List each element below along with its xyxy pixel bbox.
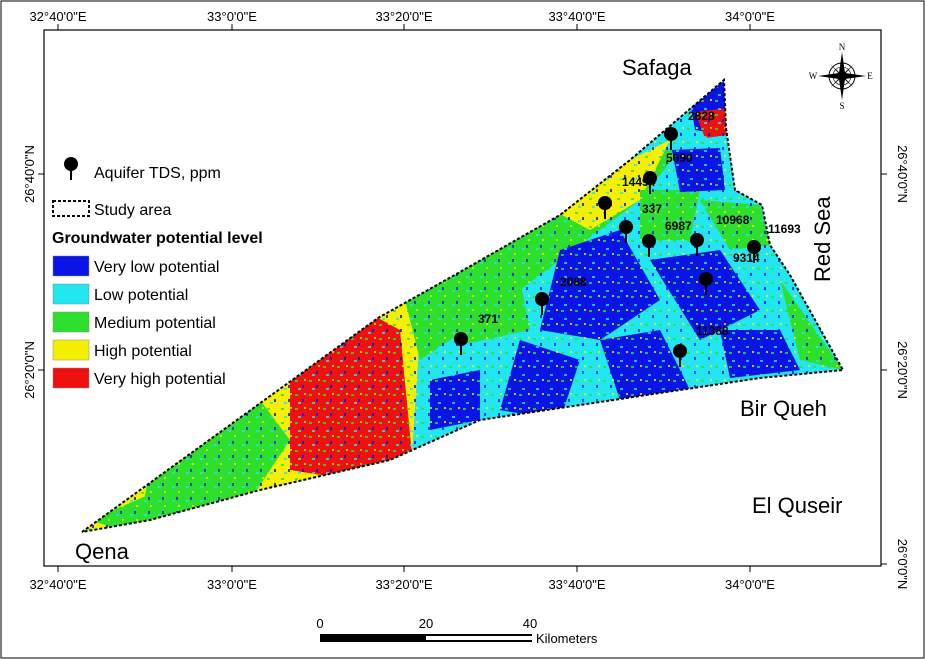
place-safaga: Safaga	[622, 55, 692, 80]
tds-label: 5690	[666, 151, 693, 165]
bottom-tick-label: 33°40'0"E	[548, 577, 605, 592]
place-el-quseir: El Quseir	[752, 493, 842, 518]
pin-icon	[642, 234, 656, 257]
pin-icon	[699, 272, 713, 295]
tds-label: 371	[478, 312, 498, 326]
scale-label-40: 40	[523, 616, 537, 631]
pin-icon	[598, 196, 612, 219]
pin-icon	[643, 171, 657, 194]
top-tick-label: 33°0'0"E	[207, 9, 257, 24]
compass-n: N	[839, 42, 846, 52]
legend-class-label: Low potential	[94, 287, 188, 304]
legend-swatch	[52, 311, 90, 333]
scale-unit: Kilometers	[536, 631, 598, 646]
scale-label-0: 0	[316, 616, 323, 631]
compass-w: W	[809, 71, 818, 81]
compass-e: E	[867, 71, 873, 81]
tds-label: 14494	[622, 175, 656, 189]
bottom-tick-label: 34°0'0"E	[725, 577, 775, 592]
tds-label: 11693	[768, 222, 801, 236]
pin-icon	[673, 344, 687, 367]
legend-swatch	[52, 283, 90, 305]
pin-icon	[747, 240, 761, 263]
right-tick-label: 26°0'0"N	[895, 539, 910, 590]
top-tick-label: 33°40'0"E	[548, 9, 605, 24]
study-area-swatch	[52, 200, 90, 217]
top-tick-label: 32°40'0"E	[29, 9, 86, 24]
legend-title: Groundwater potential level	[52, 230, 263, 247]
tds-label: 9314	[733, 251, 760, 265]
pin-icon	[535, 292, 549, 315]
legend-class-label: Very high potential	[94, 371, 226, 388]
tds-label: 11388	[696, 324, 729, 338]
legend-class-label: Medium potential	[94, 315, 216, 332]
legend-swatch	[52, 339, 90, 361]
legend-class-label: High potential	[94, 343, 192, 360]
pin-icon	[64, 157, 78, 180]
pin-icon	[619, 220, 633, 243]
aquifer-pins	[454, 127, 761, 367]
pin-icon	[664, 127, 678, 150]
tds-label: 10968	[716, 213, 750, 227]
legend-swatch	[52, 367, 90, 389]
tds-label: 2828	[688, 109, 715, 123]
left-tick-label: 26°40'0"N	[22, 145, 37, 203]
pin-icon	[454, 332, 468, 355]
legend: Aquifer TDS, ppm Study area Groundwater …	[52, 157, 263, 389]
top-tick-label: 33°20'0"E	[375, 9, 432, 24]
tds-label: 6987	[665, 219, 692, 233]
left-tick-label: 26°20'0"N	[22, 341, 37, 399]
tds-label: 2088	[560, 275, 587, 289]
legend-swatch	[52, 255, 90, 277]
place-qena: Qena	[75, 539, 130, 564]
bottom-tick-label: 33°20'0"E	[375, 577, 432, 592]
scale-label-20: 20	[419, 616, 433, 631]
legend-class-label: Very low potential	[94, 259, 219, 276]
scale-bar: 0 20 40 Kilometers	[316, 616, 598, 646]
legend-aquifer-label: Aquifer TDS, ppm	[94, 165, 221, 182]
compass-s: S	[839, 101, 844, 111]
right-tick-label: 26°40'0"N	[895, 145, 910, 203]
pin-icon	[690, 233, 704, 256]
compass-rose-icon: N S E W	[809, 42, 874, 111]
bottom-tick-label: 32°40'0"E	[29, 577, 86, 592]
top-tick-label: 34°0'0"E	[725, 9, 775, 24]
place-red-sea: Red Sea	[810, 196, 835, 282]
legend-study-area-label: Study area	[94, 202, 171, 219]
place-bir-queh: Bir Queh	[740, 396, 827, 421]
bottom-tick-label: 33°0'0"E	[207, 577, 257, 592]
tds-label: 337	[642, 202, 662, 216]
study-area-boundary	[81, 77, 845, 533]
right-tick-label: 26°20'0"N	[895, 341, 910, 399]
